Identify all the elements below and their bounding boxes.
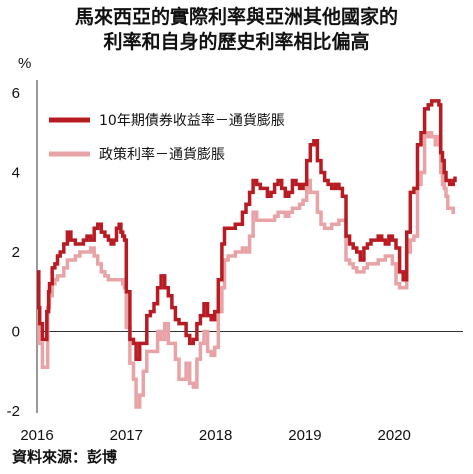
legend: 10年期債券收益率－通貨膨脹 政策利率－通貨膨脹	[49, 112, 285, 163]
source-note: 資料來源：彭博	[12, 448, 118, 466]
y-tick-label: 6	[12, 85, 20, 102]
x-tick-label: 2019	[288, 427, 321, 444]
chart-title-line2: 利率和自身的歷史利率相比偏高	[103, 31, 370, 53]
x-tick-label: 2020	[378, 427, 411, 444]
series-line-policy-rate	[37, 131, 455, 409]
y-tick-label: -2	[7, 403, 20, 420]
y-tick-label: 2	[12, 244, 20, 261]
x-tick-label: 2018	[199, 427, 232, 444]
legend-label-bond-yield: 10年期債券收益率－通貨膨脹	[99, 112, 285, 129]
series-line-bond-yield	[37, 99, 457, 362]
y-tick-label: 4	[12, 165, 20, 182]
legend-label-policy-rate: 政策利率－通貨膨脹	[99, 146, 225, 163]
series-lines	[37, 99, 457, 409]
y-axis-unit-label: %	[18, 55, 31, 72]
y-axis-ticks: 6 4 2 0 -2	[7, 85, 20, 420]
x-axis-ticks: 2016 2017 2018 2019 2020	[20, 427, 411, 444]
x-tick-label: 2016	[20, 427, 53, 444]
chart-title-line1: 馬來西亞的實際利率與亞洲其他國家的	[74, 6, 398, 28]
x-tick-label: 2017	[110, 427, 143, 444]
y-tick-label: 0	[12, 324, 20, 341]
